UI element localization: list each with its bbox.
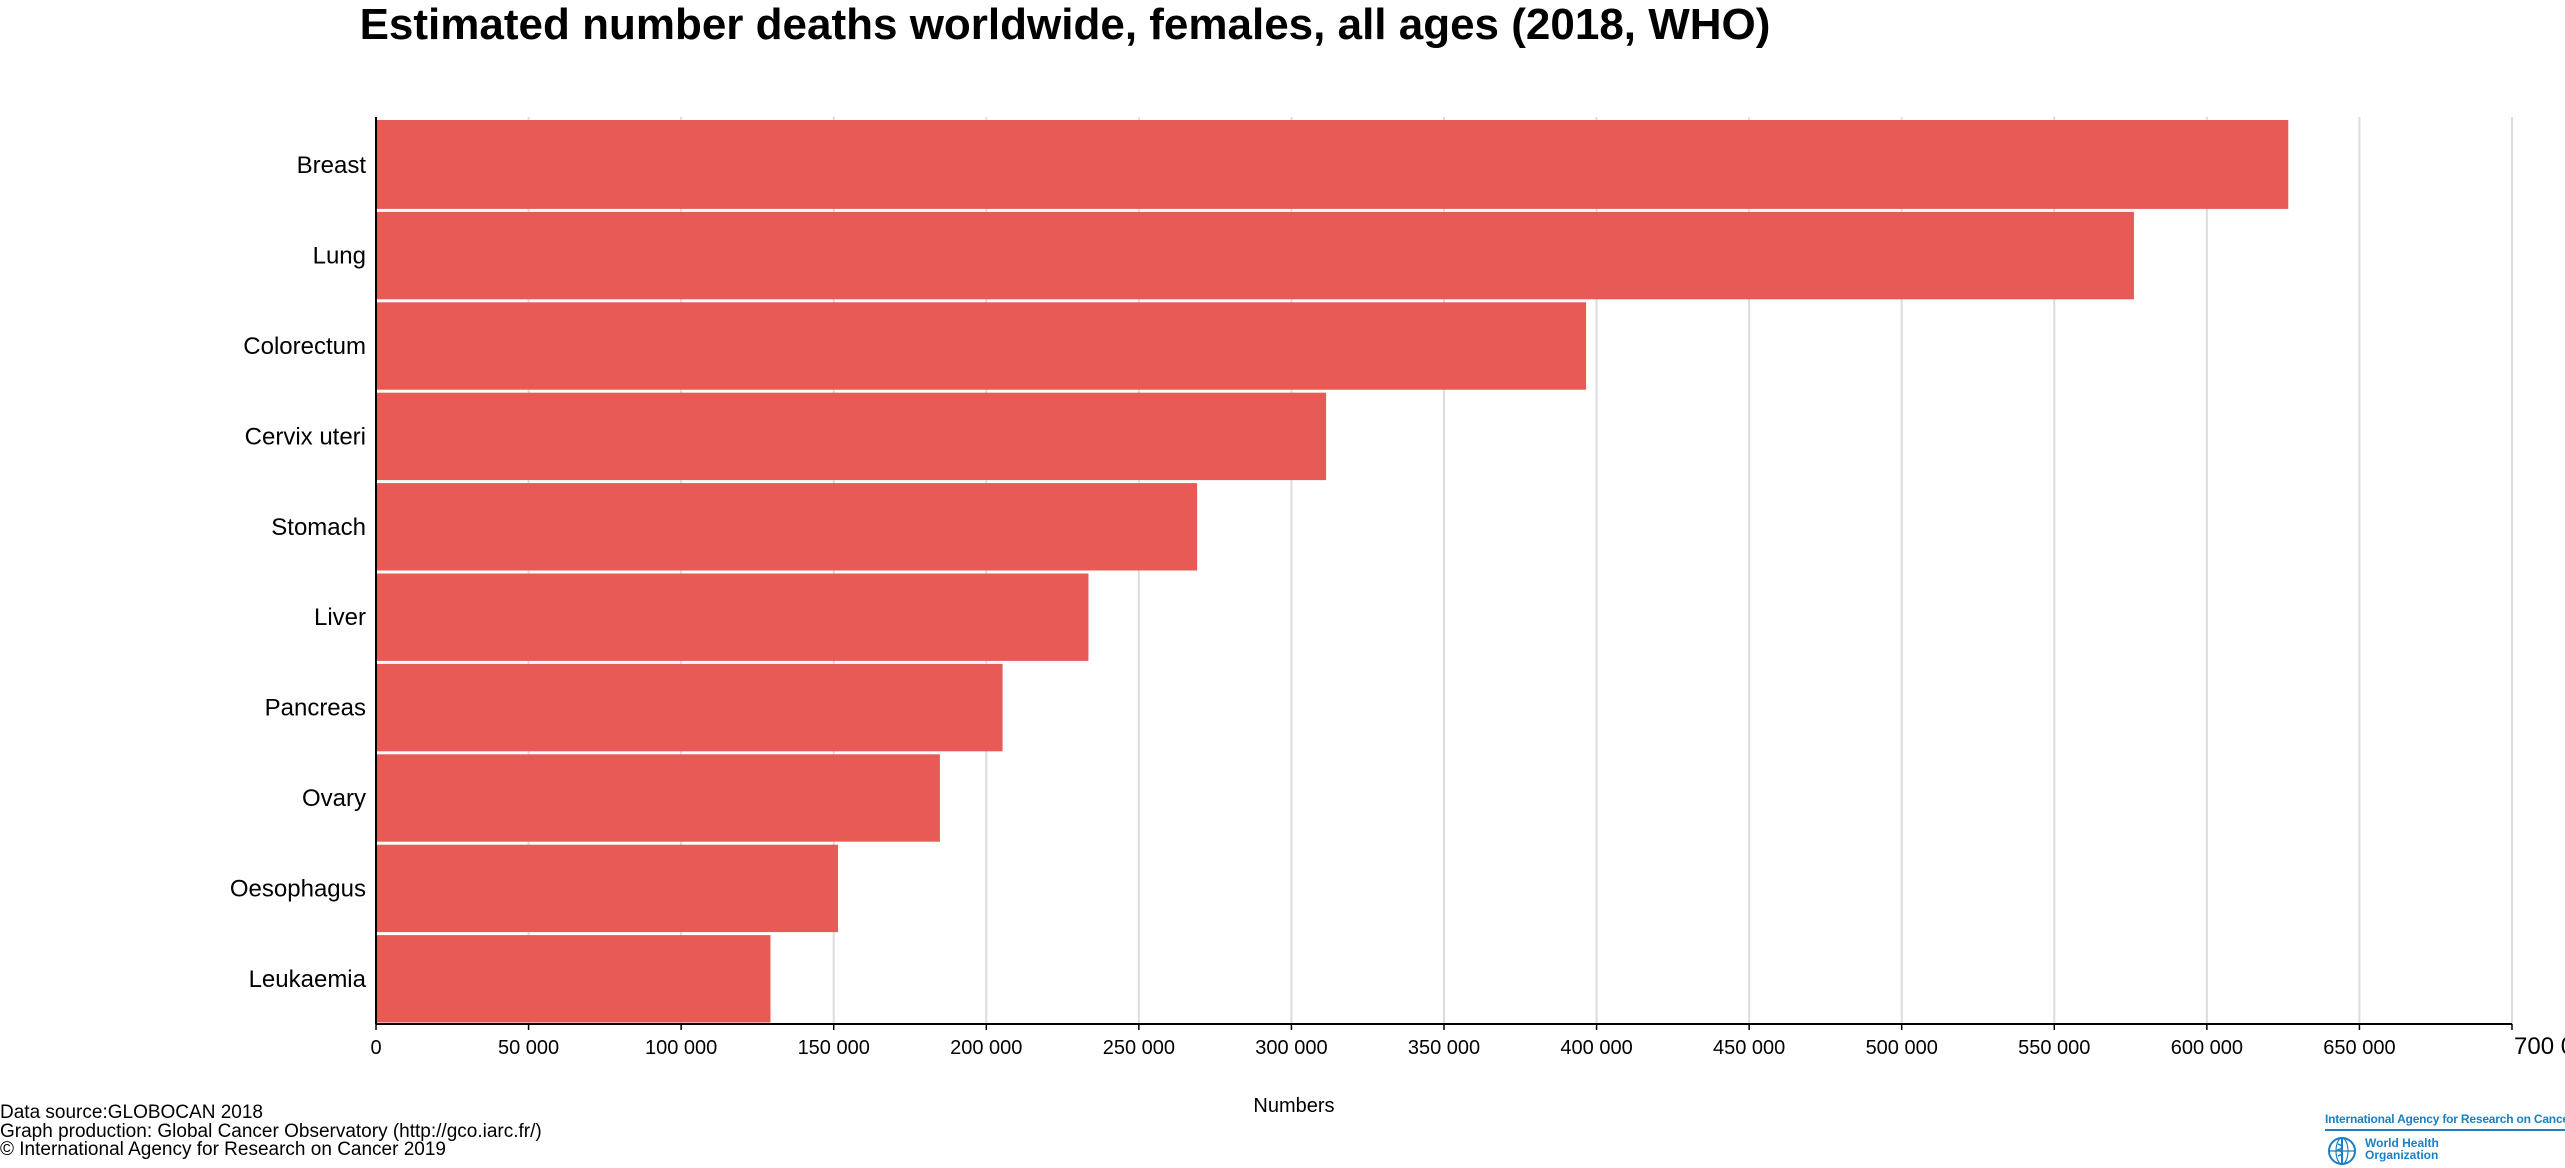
- x-tick-label: 250 000: [1103, 1037, 1175, 1059]
- x-tick-label: 400 000: [1560, 1037, 1632, 1059]
- bar: [376, 483, 1198, 571]
- iarc-logo-text: International Agency for Research on Can…: [2325, 1112, 2565, 1126]
- source-note: Data source:GLOBOCAN 2018 Graph producti…: [0, 1102, 542, 1160]
- iarc-who-logo: International Agency for Research on Can…: [2325, 1112, 2565, 1168]
- category-label: Oesophagus: [230, 875, 366, 902]
- x-tick-label: 200 000: [950, 1037, 1022, 1059]
- x-tick-label: 50 000: [498, 1037, 559, 1059]
- bar: [376, 754, 940, 842]
- x-tick-label: 350 000: [1408, 1037, 1480, 1059]
- category-label: Lung: [313, 243, 366, 270]
- bar: [376, 573, 1089, 661]
- category-label: Leukaemia: [249, 966, 367, 993]
- x-tick-label: 600 000: [2171, 1037, 2243, 1059]
- bar: [376, 211, 2134, 300]
- x-tick-label: 550 000: [2018, 1037, 2090, 1059]
- x-tick-label: 450 000: [1713, 1037, 1785, 1059]
- bar: [376, 392, 1327, 481]
- category-label: Pancreas: [265, 695, 366, 722]
- x-tick-label: 700 000: [2514, 1033, 2565, 1060]
- category-label: Colorectum: [243, 333, 366, 360]
- bar: [376, 663, 1003, 752]
- bar: [376, 302, 1587, 390]
- source-line: Data source:GLOBOCAN 2018: [0, 1102, 263, 1123]
- category-labels: Breast Lung Colorectum Cervix uteri Stomach L…: [230, 152, 367, 993]
- who-line-2: Organization: [2365, 1148, 2439, 1162]
- bar: [376, 120, 2289, 209]
- category-label: Stomach: [271, 514, 366, 541]
- bars: [376, 120, 2289, 1023]
- axes: [375, 117, 2513, 1030]
- category-label: Ovary: [302, 785, 366, 812]
- production-line: Graph production: Global Cancer Observat…: [0, 1120, 542, 1142]
- x-tick-label: 650 000: [2323, 1037, 2395, 1059]
- category-label: Liver: [314, 604, 366, 631]
- x-tick-label: 500 000: [1866, 1037, 1938, 1059]
- x-tick-label: 300 000: [1255, 1037, 1327, 1059]
- who-emblem-icon: [2328, 1137, 2356, 1165]
- bar: [376, 844, 838, 933]
- x-tick-label: 0: [370, 1037, 381, 1059]
- x-tick-label: 150 000: [798, 1037, 870, 1059]
- category-label: Cervix uteri: [245, 423, 366, 450]
- who-line-1: World Health: [2365, 1136, 2439, 1150]
- x-tick-label: 100 000: [645, 1037, 717, 1059]
- copyright-line: © International Agency for Research on C…: [0, 1139, 446, 1160]
- bar-chart: Breast Lung Colorectum Cervix uteri Stomach L…: [230, 117, 2565, 1060]
- tick-labels: 0 50 000 100 000 150 000 200 000 250 000 300 0…: [370, 1033, 2565, 1060]
- logo-divider: [2325, 1129, 2565, 1131]
- x-axis-label: Numbers: [1253, 1095, 1335, 1117]
- chart-title: Estimated number deaths worldwide, femal…: [359, 0, 1771, 49]
- who-logo-text: World Health Organization: [2365, 1137, 2439, 1161]
- bar: [376, 935, 771, 1023]
- category-label: Breast: [297, 152, 367, 179]
